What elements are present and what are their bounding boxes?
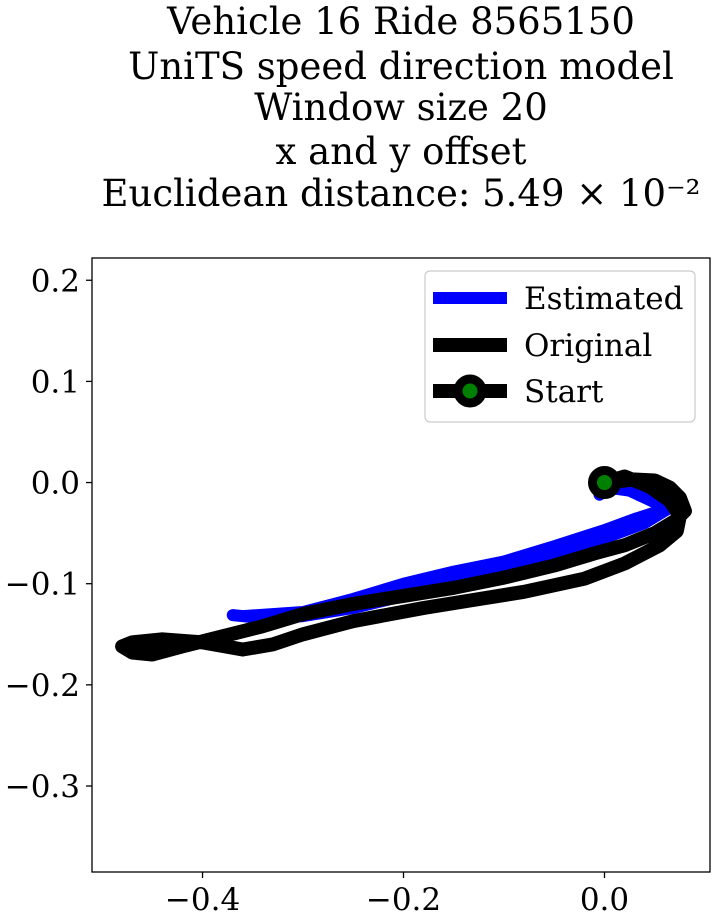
legend-marker-start <box>453 374 487 408</box>
y-axis: 0.2 0.1 0.0 −0.1 −0.2 −0.3 <box>5 263 92 805</box>
x-tick-label: 0.0 <box>580 882 629 918</box>
x-axis: −0.4 −0.2 0.0 <box>165 872 629 918</box>
y-tick-label: 0.2 <box>31 263 80 299</box>
legend-label-original: Original <box>524 328 652 364</box>
x-tick-label: −0.2 <box>366 882 441 918</box>
title-line-5: Euclidean distance: 5.49 × 10⁻² <box>102 172 701 215</box>
series-line-estimated <box>226 481 676 625</box>
y-tick-label: −0.2 <box>5 668 80 704</box>
legend-label-start: Start <box>524 374 604 410</box>
x-tick-label: −0.4 <box>165 882 240 918</box>
series-group <box>115 469 692 662</box>
title-line-4: x and y offset <box>276 130 527 173</box>
title-line-2: UniTS speed direction model <box>128 45 674 88</box>
y-tick-label: −0.3 <box>5 769 80 805</box>
title-line-1: Vehicle 16 Ride 8565150 <box>166 0 635 43</box>
plot-frame <box>91 257 711 873</box>
start-marker-group <box>587 466 621 500</box>
plot-area <box>91 257 711 873</box>
legend: Estimated Original Start <box>424 270 696 423</box>
start-marker <box>587 466 621 500</box>
legend-label-estimated: Estimated <box>524 281 683 317</box>
title-line-3: Window size 20 <box>254 86 548 129</box>
y-tick-label: −0.1 <box>5 567 80 603</box>
series-line-original <box>115 469 692 662</box>
y-tick-label: 0.0 <box>31 466 80 502</box>
y-tick-label: 0.1 <box>31 364 80 400</box>
